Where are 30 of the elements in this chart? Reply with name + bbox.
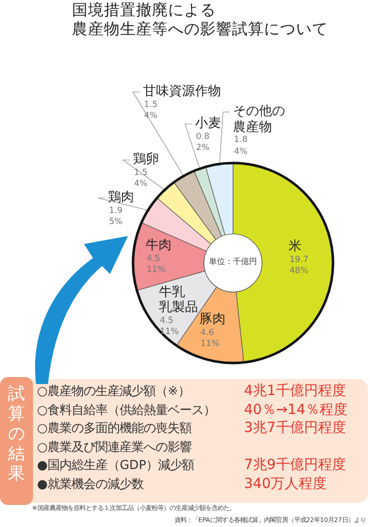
text: ○食料自給率（供給熱量ベース） [37, 402, 216, 417]
slice-label: 小麦 [195, 116, 221, 131]
slice-label: 鶏肉 [108, 190, 134, 205]
data-label: 4.5 11% [146, 254, 166, 277]
text: ○農業及び関連産業への影響 [37, 440, 192, 454]
data-label: 0.8 2% [195, 132, 211, 155]
text: ○農業の多面的機能の喪失額 [37, 421, 192, 436]
slice-label: 甘味資源作物 [143, 84, 221, 99]
text: 4兆1千億円程度 [244, 383, 346, 400]
text: ●就業機会の減少数 [37, 476, 144, 491]
slice-label: 牛乳乳製品 [158, 284, 198, 316]
text: ●国内総生産（GDP）減少額 [37, 458, 194, 472]
slice-label: その他の農産物 [233, 104, 285, 135]
slice-label: 豚肉 [200, 312, 226, 328]
text: 試算の結果 [7, 384, 26, 484]
chart-title: 国境措置撤廃による [72, 1, 216, 20]
slice-label: 鶏卵 [133, 152, 159, 167]
text: 340万人程度 [244, 476, 327, 492]
text: 3兆7千億円程度 [244, 420, 346, 436]
text: 7兆9千億円程度 [244, 457, 346, 474]
text: ○農産物の生産減少額（※） [37, 384, 190, 398]
chart-subtitle: 農産物生産等への影響試算について [72, 20, 328, 39]
slice-label: 米 [288, 239, 302, 254]
data-label: 4.6 11% [200, 328, 220, 351]
data-label: 1.9 5% [108, 206, 124, 229]
data-label: 1.8 4% [233, 135, 249, 158]
slice-label: 牛肉 [146, 238, 172, 254]
text: 40％→14％程度 [244, 402, 348, 418]
text: 単位：千億円 [208, 257, 258, 266]
data-label: 19.7 48% [288, 254, 308, 278]
